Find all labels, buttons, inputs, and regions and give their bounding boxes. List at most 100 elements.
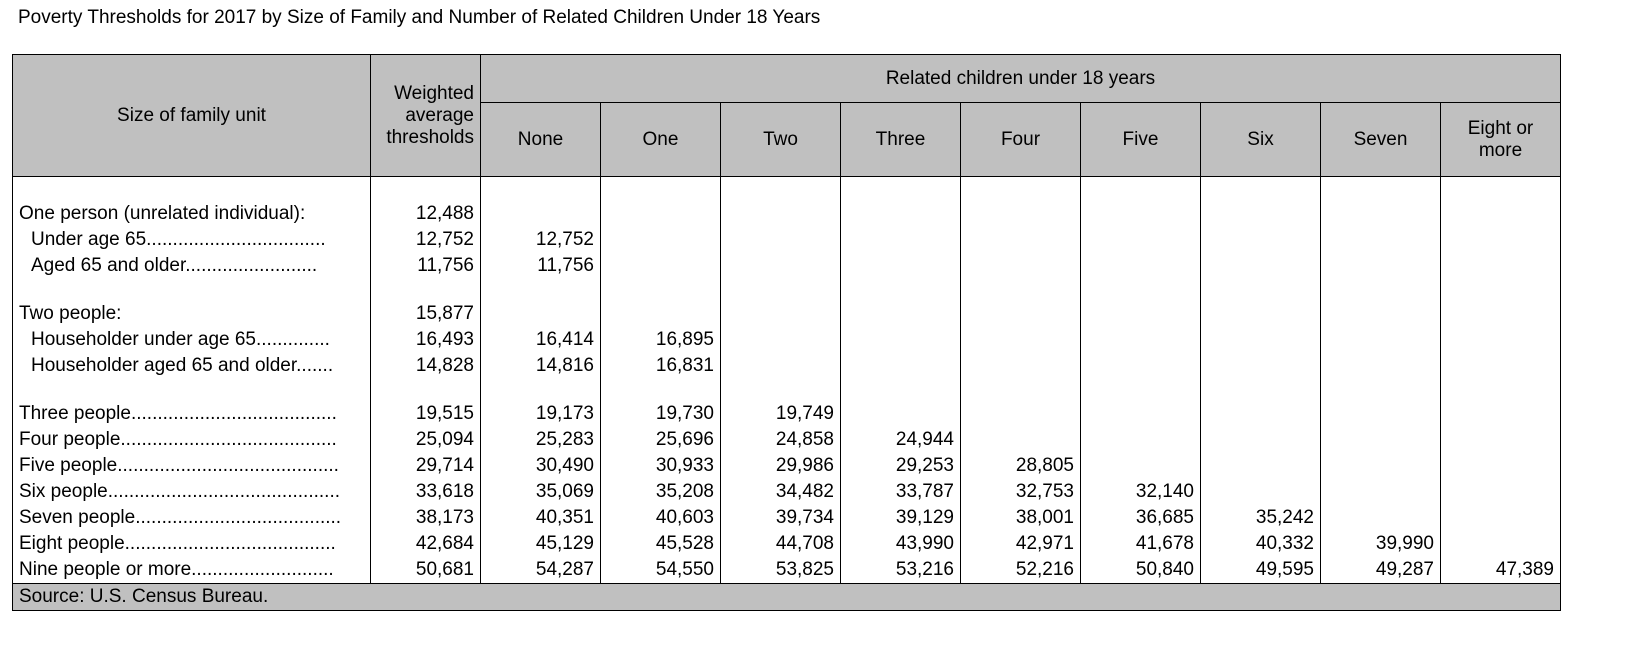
threshold-cell — [1320, 453, 1441, 479]
spacer-row — [12, 279, 1561, 301]
header-weighted-line3: thresholds — [386, 126, 474, 148]
threshold-cell — [1440, 253, 1561, 279]
threshold-cell — [600, 253, 721, 279]
threshold-cell — [1440, 479, 1561, 505]
source-row: Source: U.S. Census Bureau. — [12, 583, 1561, 611]
threshold-cell — [1320, 505, 1441, 531]
threshold-cell: 40,603 — [600, 505, 721, 531]
row-label: Five people.............................… — [12, 453, 371, 479]
threshold-cell: 16,895 — [600, 327, 721, 353]
weighted-average-cell: 11,756 — [370, 253, 481, 279]
threshold-cell — [1080, 201, 1201, 227]
weighted-average-cell: 38,173 — [370, 505, 481, 531]
weighted-average-cell: 50,681 — [370, 557, 481, 584]
header-weighted-line1: Weighted — [394, 82, 474, 104]
row-label: Three people............................… — [12, 401, 371, 427]
threshold-cell: 32,140 — [1080, 479, 1201, 505]
threshold-cell: 16,414 — [480, 327, 601, 353]
threshold-cell: 19,749 — [720, 401, 841, 427]
threshold-cell — [1440, 427, 1561, 453]
table-row: Three people............................… — [12, 401, 1561, 427]
threshold-cell: 11,756 — [480, 253, 601, 279]
threshold-cell: 54,287 — [480, 557, 601, 584]
threshold-cell: 41,678 — [1080, 531, 1201, 557]
threshold-cell: 12,752 — [480, 227, 601, 253]
weighted-average-cell: 14,828 — [370, 353, 481, 379]
threshold-cell — [960, 227, 1081, 253]
threshold-cell — [840, 227, 961, 253]
threshold-cell: 24,858 — [720, 427, 841, 453]
threshold-cell — [960, 201, 1081, 227]
table-body: One person (unrelated individual): 12,488… — [12, 176, 1561, 611]
threshold-cell — [1440, 227, 1561, 253]
page-title: Poverty Thresholds for 2017 by Size of F… — [18, 7, 821, 28]
threshold-cell — [720, 201, 841, 227]
threshold-cell: 53,216 — [840, 557, 961, 584]
threshold-cell — [600, 301, 721, 327]
threshold-cell — [1080, 301, 1201, 327]
threshold-cell — [840, 401, 961, 427]
weighted-average-cell: 15,877 — [370, 301, 481, 327]
threshold-cell — [1080, 253, 1201, 279]
weighted-average-cell: 12,752 — [370, 227, 481, 253]
row-label: Householder aged 65 and older....... — [12, 353, 371, 379]
threshold-cell — [1440, 201, 1561, 227]
header-col-seven: Seven — [1320, 102, 1441, 177]
row-label: Eight people............................… — [12, 531, 371, 557]
threshold-cell — [1080, 427, 1201, 453]
threshold-cell: 45,528 — [600, 531, 721, 557]
table-row: Nine people or more.....................… — [12, 557, 1561, 584]
weighted-average-cell: 33,618 — [370, 479, 481, 505]
threshold-cell: 25,283 — [480, 427, 601, 453]
threshold-cell — [1440, 301, 1561, 327]
threshold-cell — [960, 253, 1081, 279]
threshold-cell: 40,351 — [480, 505, 601, 531]
threshold-cell — [1080, 453, 1201, 479]
threshold-cell — [840, 301, 961, 327]
threshold-cell — [720, 353, 841, 379]
threshold-cell: 35,069 — [480, 479, 601, 505]
table-row: Under age 65............................… — [12, 227, 1561, 253]
threshold-cell — [1200, 253, 1321, 279]
row-label: Six people..............................… — [12, 479, 371, 505]
threshold-cell — [1320, 353, 1441, 379]
table-row: Householder aged 65 and older....... 14,8… — [12, 353, 1561, 379]
threshold-cell: 44,708 — [720, 531, 841, 557]
weighted-average-cell: 25,094 — [370, 427, 481, 453]
header-weighted-average: Weighted average thresholds — [370, 54, 481, 177]
threshold-cell — [1440, 453, 1561, 479]
threshold-cell: 35,242 — [1200, 505, 1321, 531]
threshold-cell: 30,490 — [480, 453, 601, 479]
threshold-cell — [840, 253, 961, 279]
header-weighted-line2: average — [405, 104, 474, 126]
weighted-average-cell: 16,493 — [370, 327, 481, 353]
header-col-five: Five — [1080, 102, 1201, 177]
threshold-cell: 49,287 — [1320, 557, 1441, 584]
threshold-cell — [1200, 327, 1321, 353]
table-row: Householder under age 65.............. 16… — [12, 327, 1561, 353]
threshold-cell: 52,216 — [960, 557, 1081, 584]
row-label: One person (unrelated individual): — [12, 201, 371, 227]
threshold-cell — [960, 401, 1081, 427]
threshold-cell: 43,990 — [840, 531, 961, 557]
threshold-cell: 14,816 — [480, 353, 601, 379]
header-col-eight-or-more: Eight or more — [1440, 102, 1561, 177]
threshold-cell — [1200, 227, 1321, 253]
threshold-cell — [480, 201, 601, 227]
threshold-cell: 38,001 — [960, 505, 1081, 531]
threshold-cell — [720, 327, 841, 353]
weighted-average-cell: 42,684 — [370, 531, 481, 557]
header-related-children: Related children under 18 years — [480, 54, 1561, 103]
threshold-cell — [1320, 201, 1441, 227]
threshold-cell — [1080, 227, 1201, 253]
threshold-cell — [1440, 353, 1561, 379]
threshold-cell — [1440, 505, 1561, 531]
threshold-cell — [720, 227, 841, 253]
threshold-cell — [960, 353, 1081, 379]
threshold-cell: 39,990 — [1320, 531, 1441, 557]
header-col-six: Six — [1200, 102, 1321, 177]
threshold-cell: 42,971 — [960, 531, 1081, 557]
row-label: Nine people or more.....................… — [12, 557, 371, 584]
header-col-none: None — [480, 102, 601, 177]
row-label: Seven people............................… — [12, 505, 371, 531]
